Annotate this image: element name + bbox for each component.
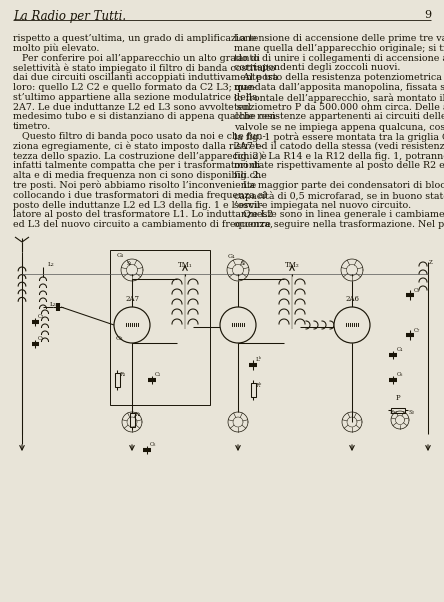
Circle shape [114,307,150,343]
Text: 2A7 ed il catodo della stessa (vedi resistenza R1 della: 2A7 ed il catodo della stessa (vedi resi… [234,142,444,150]
Text: R₂: R₂ [390,410,396,415]
Text: posto delle induttanze L2 ed L3 della fig. 1 e l’oscil-: posto delle induttanze L2 ed L3 della fi… [13,200,263,209]
Text: rispetto a quest’ultima, un grado di amplificazione: rispetto a quest’ultima, un grado di amp… [13,34,257,43]
Text: st’ultimo appartiene alla sezione modulatrice della: st’ultimo appartiene alla sezione modula… [13,93,258,102]
Text: L₂: L₂ [48,262,55,267]
Text: tre posti. Noi però abbiamo risolto l’inconveniente: tre posti. Noi però abbiamo risolto l’in… [13,181,256,190]
Text: La maggior parte dei condensatori di blocco, della: La maggior parte dei condensatori di blo… [234,181,444,190]
Text: mane quella dell’apparecchio originale; si tratta sol-: mane quella dell’apparecchio originale; … [234,44,444,53]
Text: G₁: G₁ [117,253,124,258]
Text: Lᵇ: Lᵇ [256,357,262,362]
Text: Per conferire poi all’apparecchio un alto grado di: Per conferire poi all’apparecchio un alt… [13,54,260,63]
Text: fig. 2.: fig. 2. [234,171,262,180]
Text: valvole se ne impiega appena qualcuna, così la R1 del-: valvole se ne impiega appena qualcuna, c… [234,122,444,132]
Text: tanto di unire i collegamenti di accensione ai piedini: tanto di unire i collegamenti di accensi… [234,54,444,63]
Text: 2A7. Le due induttanze L2 ed L3 sono avvolte sul: 2A7. Le due induttanze L2 ed L3 sono avv… [13,102,251,111]
Text: timetro.: timetro. [13,122,51,131]
Text: tezza dello spazio. La costruzione dell’apparecchio è: tezza dello spazio. La costruzione dell’… [13,152,267,161]
Text: Al posto della resistenza potenziometrica R9, co-: Al posto della resistenza potenziometric… [234,73,444,82]
Text: fig. 2). La R14 e la R12 della fig. 1, potranno essere: fig. 2). La R14 e la R12 della fig. 1, p… [234,152,444,161]
Text: L₃: L₃ [50,302,57,307]
Text: C₄: C₄ [397,347,404,352]
Circle shape [220,307,256,343]
Text: infatti talmente compatta che per i trasformatori di: infatti talmente compatta che per i tras… [13,161,260,170]
Text: capacità di 0,5 microfarad, se in buono stato, potrà: capacità di 0,5 microfarad, se in buono … [234,191,444,200]
Text: G₄: G₄ [228,254,235,259]
Text: C₆: C₆ [397,372,404,377]
Text: P: P [396,394,400,402]
Text: TM₂: TM₂ [285,261,299,269]
Text: S₅: S₅ [241,261,246,266]
Text: tenziometro P da 500.000 ohm circa. Delle altre vec-: tenziometro P da 500.000 ohm circa. Dell… [234,102,444,111]
Text: TM₁: TM₁ [178,261,192,269]
Text: La Radio per Tutti.: La Radio per Tutti. [13,10,126,23]
Text: molto più elevato.: molto più elevato. [13,44,99,54]
Text: Queste sono in linea generale i cambiamenti che: Queste sono in linea generale i cambiame… [234,211,444,219]
Text: R₄: R₄ [135,412,141,417]
Text: ed L3 del nuovo circuito a cambiamento di frequenza,: ed L3 del nuovo circuito a cambiamento d… [13,220,273,229]
Text: 2A6: 2A6 [345,295,359,303]
Text: C₃: C₃ [38,336,44,341]
Text: La tensione di accensione delle prime tre valvole ri-: La tensione di accensione delle prime tr… [234,34,444,43]
Text: medesimo tubo e si distanziano di appena qualche cen-: medesimo tubo e si distanziano di appena… [13,113,279,122]
Text: servire impiegata nel nuovo circuito.: servire impiegata nel nuovo circuito. [234,200,411,209]
Text: mandata dall’apposita manopolina, fissata sul panel-: mandata dall’apposita manopolina, fissat… [234,83,444,92]
Text: C₇: C₇ [414,328,420,333]
Text: C₈: C₈ [150,442,156,447]
Text: lo frontale dell’apparecchio, sarà montato il nuovo po-: lo frontale dell’apparecchio, sarà monta… [234,93,444,103]
Text: Rᵇ: Rᵇ [256,383,262,388]
Text: ziona egregiamente, ci è stato imposto dalla ristret-: ziona egregiamente, ci è stato imposto d… [13,142,262,151]
Circle shape [334,307,370,343]
Text: S₄: S₄ [127,261,132,266]
Text: G₃: G₃ [116,336,123,341]
Text: selettività è stato impiegato il filtro di banda costituito: selettività è stato impiegato il filtro … [13,63,275,73]
Text: la fig. 1 potrà essere montata tra la griglia G1 della: la fig. 1 potrà essere montata tra la gr… [234,132,444,142]
Bar [250,383,255,397]
Text: C₅: C₅ [414,288,420,293]
Text: Questo filtro di banda poco usato da noi e che fun-: Questo filtro di banda poco usato da noi… [13,132,266,141]
Text: C₁: C₁ [155,372,161,377]
Text: R₁: R₁ [120,372,126,377]
Text: occorre seguire nella trasformazione. Nel prossimo ar-: occorre seguire nella trasformazione. Ne… [234,220,444,229]
Bar [110,250,210,405]
Text: 2A7: 2A7 [125,295,139,303]
Text: montate rispettivamente al posto delle R2 ed R4 della: montate rispettivamente al posto delle R… [234,161,444,170]
Text: 9: 9 [424,10,431,20]
Text: loro: quello L2 C2 e quello formato da C2 L3; que-: loro: quello L2 C2 e quello formato da C… [13,83,256,92]
Text: collocando i due trasformatori di media frequenza al: collocando i due trasformatori di media … [13,191,267,200]
Bar [115,373,119,387]
Text: C₂: C₂ [38,314,44,319]
Text: corrispondenti degli zoccoli nuovi.: corrispondenti degli zoccoli nuovi. [234,63,400,72]
Bar [130,413,135,427]
Text: dai due circuiti oscillanti accoppiati induttivamente tra: dai due circuiti oscillanti accoppiati i… [13,73,278,82]
Text: latore al posto del trasformatore L1. Lo induttanze L2: latore al posto del trasformatore L1. Lo… [13,211,273,219]
Text: S₂: S₂ [408,410,414,415]
Text: Z: Z [429,260,433,265]
Text: chie resistenze appartenenti ai circuiti delle prime tre: chie resistenze appartenenti ai circuiti… [234,113,444,122]
Text: alta e di media frequenza non ci sono disponibili che: alta e di media frequenza non ci sono di… [13,171,267,180]
Bar [391,408,405,412]
